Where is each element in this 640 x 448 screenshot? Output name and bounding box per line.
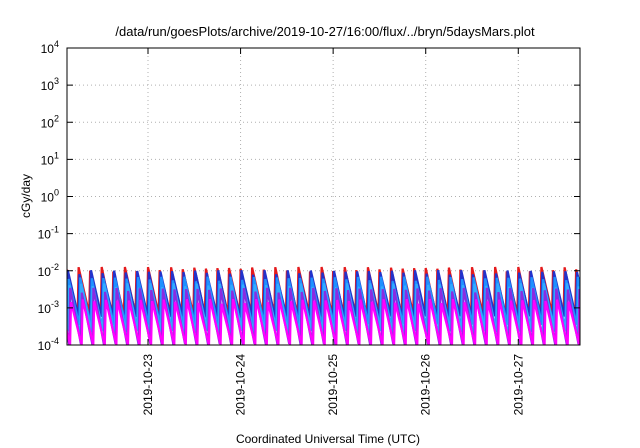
y-axis-label: cGy/day: [19, 174, 33, 218]
y-tick-label: 104: [41, 39, 59, 56]
x-axis-label: Coordinated Universal Time (UTC): [236, 432, 420, 446]
series-line: [67, 298, 580, 345]
y-tick-label: 10-2: [38, 262, 59, 279]
ticks: 10-4 10-3 10-2 10-1 100 101 102 103 104 2019-10-2…: [38, 39, 580, 415]
y-tick-label: 10-1: [38, 225, 59, 242]
y-tick-label: 103: [41, 76, 59, 93]
y-tick-label: 10-3: [38, 299, 59, 316]
plot-frame: [66, 47, 581, 346]
x-tick-label: 2019-10-23: [141, 354, 155, 416]
x-tick-label: 2019-10-25: [326, 354, 340, 416]
y-tick-label: 101: [41, 150, 59, 167]
y-tick-label: 10-4: [38, 336, 59, 353]
y-tick-label: 100: [41, 188, 59, 205]
y-tick-label: 102: [41, 113, 59, 130]
x-tick-label: 2019-10-27: [511, 354, 525, 416]
series-group: [67, 266, 580, 345]
x-tick-label: 2019-10-24: [234, 354, 248, 416]
x-tick-label: 2019-10-26: [419, 354, 433, 416]
chart-title: /data/run/goesPlots/archive/2019-10-27/1…: [115, 24, 535, 39]
